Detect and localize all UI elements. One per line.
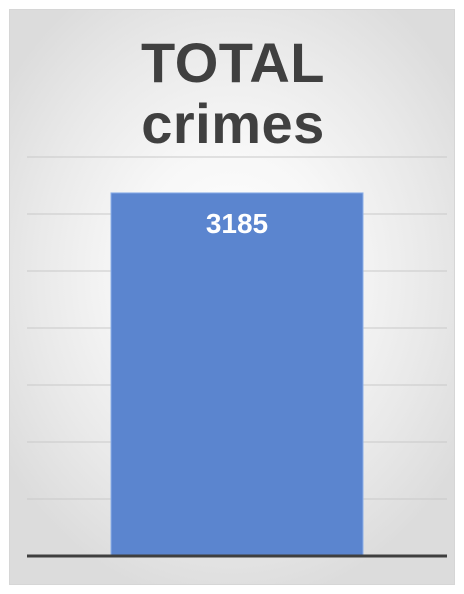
bar xyxy=(110,192,364,557)
chart-title: TOTAL crimes xyxy=(10,32,456,154)
chart-frame: TOTAL crimes 3185 xyxy=(9,9,455,585)
bars xyxy=(110,192,364,557)
chart-title-line-1: TOTAL xyxy=(141,31,325,94)
chart-title-line-2: crimes xyxy=(141,92,325,155)
data-labels: 3185 xyxy=(206,208,268,239)
chart-plot: 3185 xyxy=(27,156,447,558)
bar-value-label: 3185 xyxy=(206,208,268,239)
